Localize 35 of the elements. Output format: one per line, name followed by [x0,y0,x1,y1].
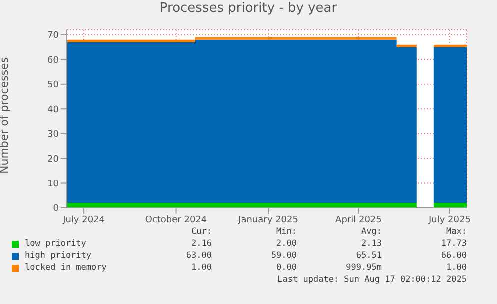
text: 1.00 [446,262,467,274]
text: 2.13 [360,238,382,250]
y-tick-label: 0 [53,204,60,214]
text: 1.00 [190,262,212,274]
text: 0.00 [276,262,297,274]
text: Min: [276,226,297,238]
y-tick-label: 20 [48,154,60,165]
chart-title: Processes priority - by year [158,1,338,16]
legend-label: low priority [25,238,86,250]
text: Avg: [360,226,382,238]
y-tick-label: 70 [48,31,60,42]
text: 2.16 [190,238,212,250]
text: Max: [446,226,467,238]
y-tick-label: 50 [48,80,60,91]
legend-label: locked in memory [25,262,107,274]
y-tick-label: 40 [48,105,60,116]
text: Cur: [190,226,212,238]
text: 65.51 [355,250,382,262]
y-tick-label: 60 [48,56,60,66]
text: 66.00 [440,250,467,262]
text: 2.00 [276,238,297,250]
legend-label: high priority [25,250,92,262]
x-tick-label: July 2024 [62,215,106,226]
y-tick-label: 10 [48,179,60,190]
text: Last update: Sun Aug 17 02:00:12 2025 [276,274,467,286]
text: 59.00 [270,250,297,262]
x-tick-label: April 2025 [336,215,382,226]
text: 17.73 [440,238,467,250]
y-tick-label: 30 [48,130,60,140]
x-tick-label: January 2025 [238,215,298,226]
text: 999.95m [345,262,382,274]
y-axis-title: Number of processes [0,57,11,174]
x-tick-label: October 2024 [145,215,208,226]
text: 63.00 [185,250,212,262]
x-tick-label: July 2025 [428,215,471,226]
